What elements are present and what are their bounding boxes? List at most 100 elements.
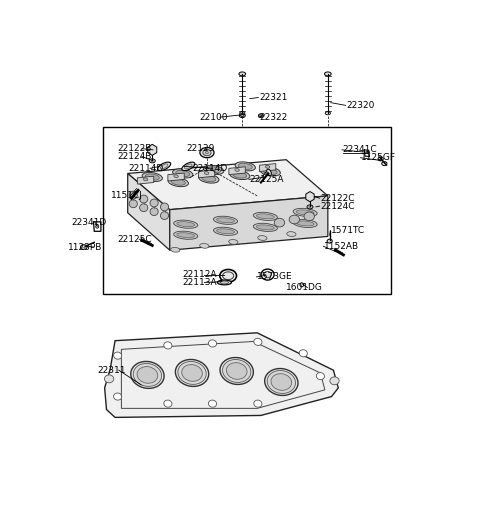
Ellipse shape bbox=[253, 212, 277, 220]
Ellipse shape bbox=[144, 178, 148, 181]
Ellipse shape bbox=[133, 363, 162, 386]
Ellipse shape bbox=[174, 175, 178, 178]
Ellipse shape bbox=[307, 205, 313, 209]
Ellipse shape bbox=[254, 400, 262, 407]
Ellipse shape bbox=[157, 162, 171, 171]
Ellipse shape bbox=[171, 247, 180, 252]
Polygon shape bbox=[128, 173, 170, 250]
Text: 22114D: 22114D bbox=[192, 164, 228, 173]
Ellipse shape bbox=[274, 218, 285, 227]
Ellipse shape bbox=[296, 221, 314, 226]
Ellipse shape bbox=[293, 208, 317, 217]
Ellipse shape bbox=[145, 174, 159, 180]
Ellipse shape bbox=[149, 159, 155, 163]
Text: 22125C: 22125C bbox=[118, 235, 152, 244]
Ellipse shape bbox=[271, 374, 292, 390]
Ellipse shape bbox=[96, 225, 99, 228]
Ellipse shape bbox=[202, 175, 216, 182]
Ellipse shape bbox=[296, 210, 314, 215]
Ellipse shape bbox=[114, 393, 122, 400]
Ellipse shape bbox=[260, 115, 262, 117]
Ellipse shape bbox=[223, 360, 251, 382]
Ellipse shape bbox=[185, 164, 192, 169]
Text: 22341C: 22341C bbox=[343, 145, 377, 154]
Text: 22124B: 22124B bbox=[118, 152, 152, 161]
Text: 22113A: 22113A bbox=[183, 278, 217, 287]
Text: 22112A: 22112A bbox=[183, 270, 217, 279]
Text: 1123PB: 1123PB bbox=[68, 243, 103, 251]
Ellipse shape bbox=[216, 229, 234, 234]
Ellipse shape bbox=[263, 169, 277, 175]
Ellipse shape bbox=[258, 114, 264, 118]
Ellipse shape bbox=[217, 280, 231, 285]
Bar bbox=[103, 127, 391, 294]
Text: 22114D: 22114D bbox=[129, 164, 164, 173]
Ellipse shape bbox=[204, 172, 209, 174]
Ellipse shape bbox=[260, 167, 280, 176]
Ellipse shape bbox=[160, 203, 168, 211]
Ellipse shape bbox=[216, 218, 234, 223]
Text: 1573GE: 1573GE bbox=[257, 272, 293, 282]
Ellipse shape bbox=[203, 149, 211, 156]
Ellipse shape bbox=[304, 212, 314, 221]
Ellipse shape bbox=[229, 171, 250, 179]
Ellipse shape bbox=[178, 361, 206, 384]
Ellipse shape bbox=[142, 172, 162, 181]
Text: 22311: 22311 bbox=[97, 366, 126, 375]
Ellipse shape bbox=[205, 151, 208, 154]
Text: 1151CJ: 1151CJ bbox=[111, 192, 143, 200]
Ellipse shape bbox=[223, 272, 234, 280]
Ellipse shape bbox=[164, 400, 172, 407]
Ellipse shape bbox=[175, 359, 209, 386]
Text: 22125A: 22125A bbox=[250, 175, 284, 184]
Text: 1601DG: 1601DG bbox=[286, 283, 323, 292]
Ellipse shape bbox=[300, 283, 304, 287]
Ellipse shape bbox=[264, 368, 298, 396]
Ellipse shape bbox=[265, 166, 270, 168]
Ellipse shape bbox=[174, 231, 198, 239]
Ellipse shape bbox=[324, 72, 331, 76]
Ellipse shape bbox=[220, 358, 253, 384]
Ellipse shape bbox=[227, 363, 247, 379]
Ellipse shape bbox=[235, 169, 240, 171]
Text: 22320: 22320 bbox=[347, 101, 375, 110]
Polygon shape bbox=[137, 176, 154, 184]
Ellipse shape bbox=[182, 162, 195, 171]
Ellipse shape bbox=[287, 231, 296, 237]
Ellipse shape bbox=[309, 206, 312, 207]
Text: 22341D: 22341D bbox=[71, 218, 107, 227]
Ellipse shape bbox=[293, 219, 317, 227]
Text: 22124C: 22124C bbox=[321, 202, 355, 211]
Ellipse shape bbox=[129, 191, 137, 199]
Polygon shape bbox=[198, 170, 215, 178]
Ellipse shape bbox=[81, 245, 87, 249]
Ellipse shape bbox=[264, 271, 271, 277]
Ellipse shape bbox=[256, 225, 274, 230]
Ellipse shape bbox=[238, 164, 252, 170]
Text: 22122B: 22122B bbox=[118, 144, 152, 153]
Ellipse shape bbox=[327, 239, 332, 243]
Ellipse shape bbox=[150, 199, 158, 207]
Ellipse shape bbox=[240, 112, 245, 115]
Ellipse shape bbox=[253, 223, 277, 231]
Ellipse shape bbox=[140, 204, 148, 212]
Ellipse shape bbox=[267, 169, 271, 175]
Ellipse shape bbox=[204, 166, 224, 174]
Polygon shape bbox=[259, 164, 276, 172]
Ellipse shape bbox=[173, 169, 193, 178]
Text: 22100: 22100 bbox=[200, 113, 228, 122]
Ellipse shape bbox=[160, 212, 168, 220]
Ellipse shape bbox=[208, 400, 216, 407]
Ellipse shape bbox=[220, 269, 237, 282]
Ellipse shape bbox=[256, 214, 274, 219]
Ellipse shape bbox=[378, 157, 383, 161]
Ellipse shape bbox=[129, 200, 137, 207]
Ellipse shape bbox=[114, 352, 122, 359]
Ellipse shape bbox=[330, 377, 339, 385]
Ellipse shape bbox=[200, 148, 214, 158]
Polygon shape bbox=[105, 333, 338, 417]
Ellipse shape bbox=[233, 172, 247, 178]
Text: 1125GF: 1125GF bbox=[361, 153, 396, 162]
Ellipse shape bbox=[171, 179, 185, 185]
Ellipse shape bbox=[240, 113, 245, 118]
